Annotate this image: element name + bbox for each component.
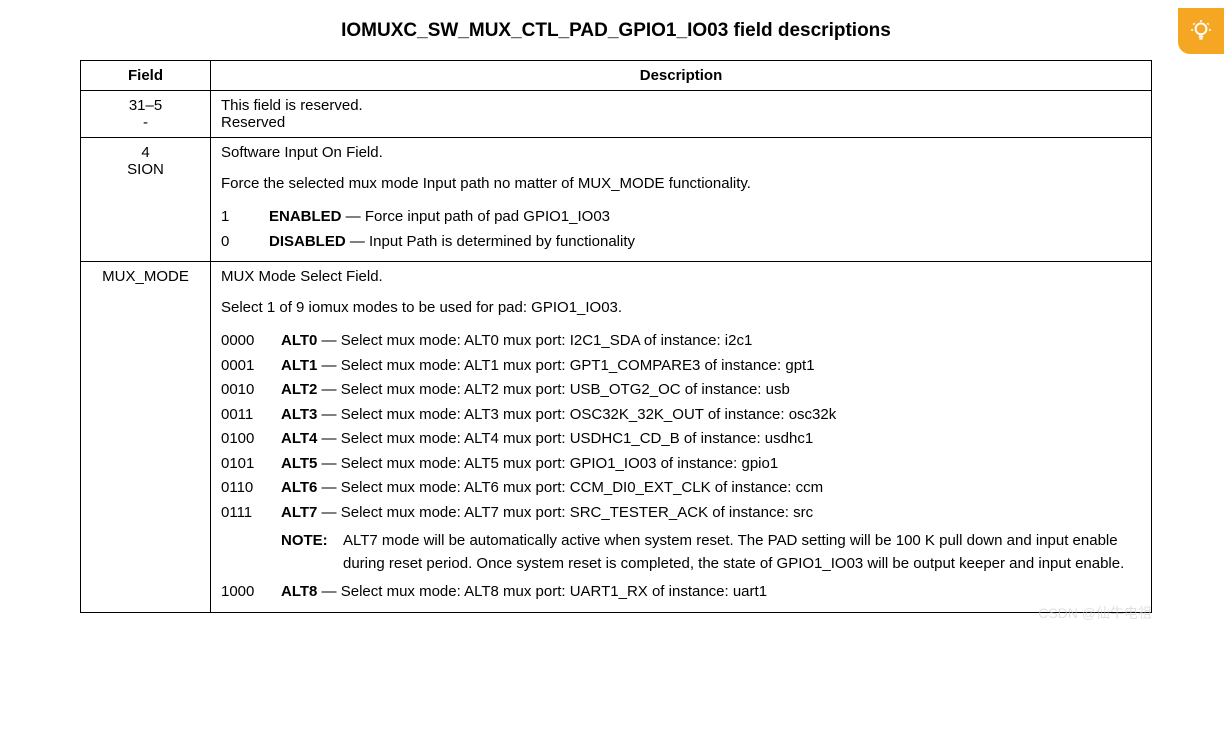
option-name: ALT2 [281, 381, 317, 398]
desc-text: MUX Mode Select Field. [221, 268, 1141, 285]
option-code: 0111 [221, 502, 281, 525]
option-name: ALT5 [281, 455, 317, 472]
option-name: ALT8 [281, 583, 317, 600]
table-header-row: Field Description [81, 61, 1152, 91]
desc-text: Force the selected mux mode Input path n… [221, 175, 1141, 192]
option-code: 1000 [221, 581, 281, 604]
table-row: 31–5 - This field is reserved. Reserved [81, 91, 1152, 138]
option-text: — Select mux mode: ALT6 mux port: CCM_DI… [317, 479, 823, 496]
option-text: — Select mux mode: ALT2 mux port: USB_OT… [317, 381, 789, 398]
lightbulb-badge-icon [1178, 8, 1224, 54]
option-name: ALT0 [281, 332, 317, 349]
option-code: 0101 [221, 453, 281, 476]
option-text: — Force input path of pad GPIO1_IO03 [342, 208, 610, 225]
option-text: — Input Path is determined by functional… [346, 233, 635, 250]
table-row: MUX_MODE MUX Mode Select Field. Select 1… [81, 262, 1152, 613]
note-text: ALT7 mode will be automatically active w… [343, 530, 1141, 575]
option-text: — Select mux mode: ALT8 mux port: UART1_… [317, 583, 767, 600]
option-row: 0 DISABLED — Input Path is determined by… [221, 231, 1141, 254]
header-description: Description [211, 61, 1152, 91]
option-text: — Select mux mode: ALT1 mux port: GPT1_C… [317, 357, 814, 374]
option-name: ENABLED [269, 208, 342, 225]
option-row: 0110 ALT6 — Select mux mode: ALT6 mux po… [221, 477, 1141, 500]
option-text: — Select mux mode: ALT5 mux port: GPIO1_… [317, 455, 778, 472]
field-name: - [91, 114, 200, 131]
option-name: ALT3 [281, 406, 317, 423]
option-row: 0010 ALT2 — Select mux mode: ALT2 mux po… [221, 379, 1141, 402]
option-text: — Select mux mode: ALT0 mux port: I2C1_S… [317, 332, 752, 349]
header-field: Field [81, 61, 211, 91]
desc-text: Reserved [221, 114, 1141, 131]
option-name: ALT7 [281, 504, 317, 521]
field-bits: 31–5 [91, 97, 200, 114]
option-code: 0100 [221, 428, 281, 451]
desc-text: Select 1 of 9 iomux modes to be used for… [221, 299, 1141, 316]
option-row: 0100 ALT4 — Select mux mode: ALT4 mux po… [221, 428, 1141, 451]
note-block: NOTE: ALT7 mode will be automatically ac… [281, 530, 1141, 575]
option-name: DISABLED [269, 233, 346, 250]
option-row: 0000 ALT0 — Select mux mode: ALT0 mux po… [221, 330, 1141, 353]
option-code: 0110 [221, 477, 281, 500]
option-row: 0111 ALT7 — Select mux mode: ALT7 mux po… [221, 502, 1141, 525]
option-code: 0 [221, 231, 269, 254]
field-descriptions-table: Field Description 31–5 - This field is r… [80, 60, 1152, 613]
option-name: ALT1 [281, 357, 317, 374]
watermark-text: CSDN @仙牛电祖 [1038, 603, 1152, 623]
field-name: MUX_MODE [91, 268, 200, 285]
option-row: 0011 ALT3 — Select mux mode: ALT3 mux po… [221, 404, 1141, 427]
option-row: 0101 ALT5 — Select mux mode: ALT5 mux po… [221, 453, 1141, 476]
option-row: 1000 ALT8 — Select mux mode: ALT8 mux po… [221, 581, 1141, 604]
option-row: 1 ENABLED — Force input path of pad GPIO… [221, 206, 1141, 229]
option-text: — Select mux mode: ALT7 mux port: SRC_TE… [317, 504, 813, 521]
option-text: — Select mux mode: ALT3 mux port: OSC32K… [317, 406, 836, 423]
option-name: ALT6 [281, 479, 317, 496]
option-name: ALT4 [281, 430, 317, 447]
note-label: NOTE: [281, 530, 343, 575]
field-name: SION [91, 161, 200, 178]
option-code: 0000 [221, 330, 281, 353]
field-bits: 4 [91, 144, 200, 161]
page-title: IOMUXC_SW_MUX_CTL_PAD_GPIO1_IO03 field d… [80, 20, 1152, 42]
option-code: 1 [221, 206, 269, 229]
option-code: 0001 [221, 355, 281, 378]
table-row: 4 SION Software Input On Field. Force th… [81, 138, 1152, 262]
option-text: — Select mux mode: ALT4 mux port: USDHC1… [317, 430, 813, 447]
option-code: 0010 [221, 379, 281, 402]
desc-text: This field is reserved. [221, 97, 1141, 114]
option-row: 0001 ALT1 — Select mux mode: ALT1 mux po… [221, 355, 1141, 378]
desc-text: Software Input On Field. [221, 144, 1141, 161]
option-code: 0011 [221, 404, 281, 427]
